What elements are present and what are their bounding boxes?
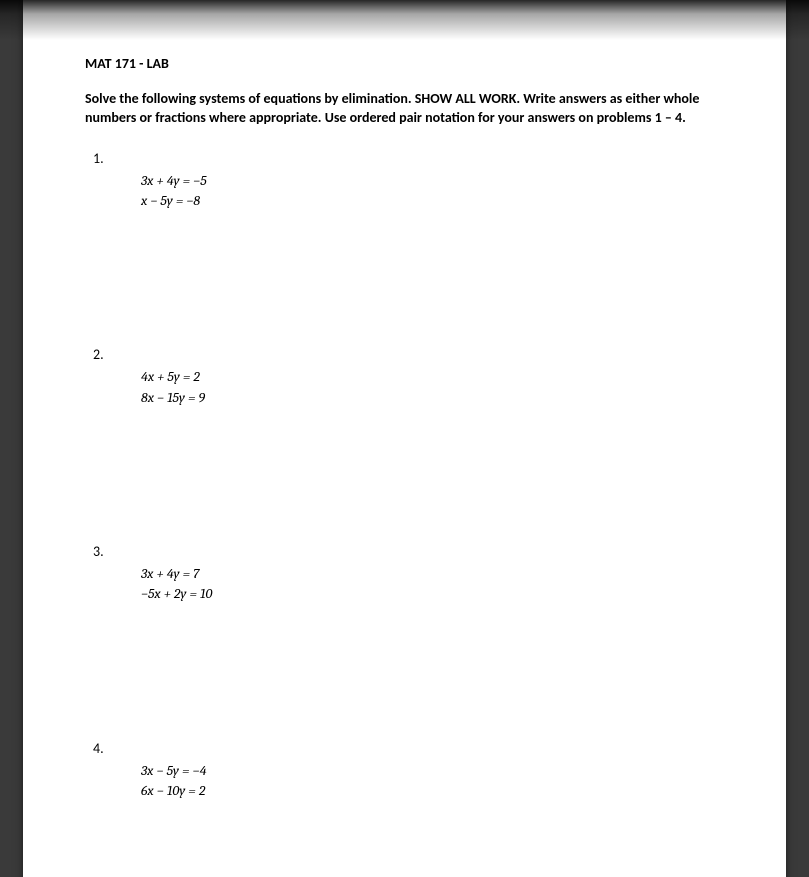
problem-3: 3. 3x + 4y = 7 −5x + 2y = 10 [85, 543, 724, 605]
document-page: MAT 171 - LAB Solve the following system… [23, 0, 786, 877]
problem-number: 1. [93, 150, 724, 167]
problem-number: 4. [93, 740, 724, 757]
equation-line: x − 5y = −8 [141, 191, 724, 211]
problem-number: 3. [93, 543, 724, 560]
equation-block: 4x + 5y = 2 8x − 15y = 9 [141, 367, 724, 408]
document-viewer: MAT 171 - LAB Solve the following system… [0, 0, 809, 877]
problem-2: 2. 4x + 5y = 2 8x − 15y = 9 [85, 346, 724, 408]
equation-line: −5x + 2y = 10 [141, 584, 724, 604]
equation-line: 4x + 5y = 2 [141, 367, 724, 387]
course-header: MAT 171 - LAB [85, 55, 724, 72]
equation-line: 3x + 4y = −5 [141, 171, 724, 191]
equation-line: 3x + 4y = 7 [141, 564, 724, 584]
equation-line: 6x − 10y = 2 [141, 781, 724, 801]
equation-block: 3x + 4y = −5 x − 5y = −8 [141, 171, 724, 212]
problem-1: 1. 3x + 4y = −5 x − 5y = −8 [85, 150, 724, 212]
equation-block: 3x − 5y = −4 6x − 10y = 2 [141, 761, 724, 802]
equation-line: 3x − 5y = −4 [141, 761, 724, 781]
equation-line: 8x − 15y = 9 [141, 388, 724, 408]
equation-block: 3x + 4y = 7 −5x + 2y = 10 [141, 564, 724, 605]
problem-number: 2. [93, 346, 724, 363]
instructions-text: Solve the following systems of equations… [85, 90, 724, 128]
problem-4: 4. 3x − 5y = −4 6x − 10y = 2 [85, 740, 724, 802]
